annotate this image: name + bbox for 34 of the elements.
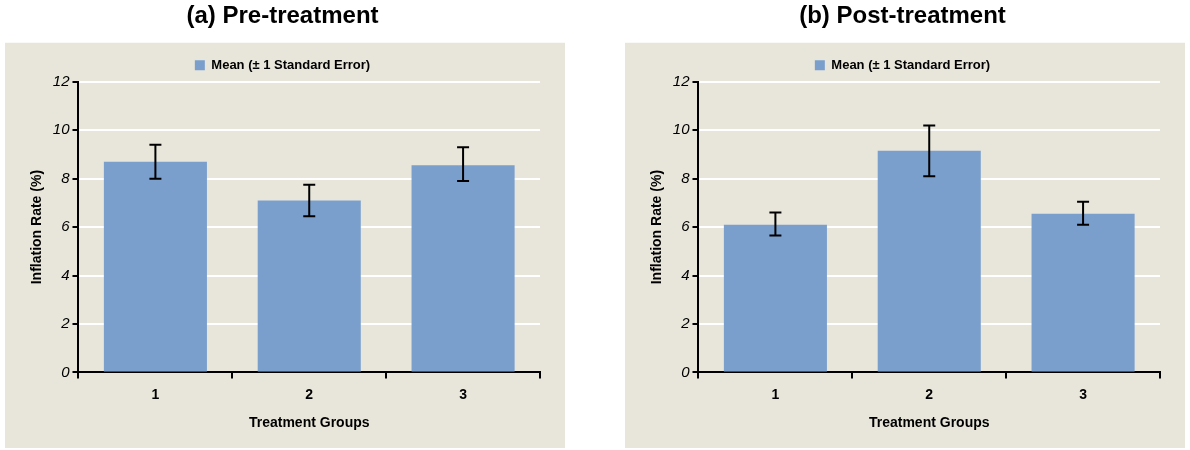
- y-tick-label: 6: [61, 217, 71, 235]
- chart-title: (b) Post-treatment: [799, 1, 1006, 29]
- x-tick-label: 1: [771, 385, 780, 402]
- x-tick-label: 2: [925, 385, 934, 402]
- bar: [877, 150, 981, 372]
- x-tick-label: 3: [459, 385, 468, 402]
- legend-label: Mean (± 1 Standard Error): [831, 56, 991, 72]
- x-tick-label: 3: [1079, 385, 1088, 402]
- y-tick-label: 12: [52, 71, 71, 89]
- y-tick-label: 0: [681, 362, 691, 380]
- y-tick-label: 12: [672, 71, 691, 89]
- x-tick-label: 2: [305, 385, 314, 402]
- y-tick-label: 10: [52, 120, 71, 138]
- y-tick-label: 6: [681, 217, 691, 235]
- bar: [723, 224, 827, 372]
- bar: [1031, 213, 1135, 372]
- y-tick-label: 8: [681, 168, 691, 186]
- y-tick-label: 10: [672, 120, 691, 138]
- bar: [103, 161, 207, 372]
- bar: [257, 200, 361, 372]
- y-axis-title: Inflation Rate (%): [28, 169, 45, 285]
- y-tick-label: 2: [60, 314, 71, 332]
- y-tick-label: 0: [61, 362, 71, 380]
- chart-title: (a) Pre-treatment: [186, 1, 379, 29]
- y-tick-label: 2: [680, 314, 691, 332]
- y-tick-label: 8: [61, 168, 71, 186]
- bar: [411, 165, 515, 372]
- y-tick-label: 4: [681, 265, 690, 283]
- legend-label: Mean (± 1 Standard Error): [211, 56, 371, 72]
- y-axis-title: Inflation Rate (%): [648, 169, 665, 285]
- x-tick-label: 1: [151, 385, 160, 402]
- x-axis-title: Treatment Groups: [868, 414, 990, 431]
- y-tick-label: 4: [61, 265, 70, 283]
- x-axis-title: Treatment Groups: [248, 414, 370, 431]
